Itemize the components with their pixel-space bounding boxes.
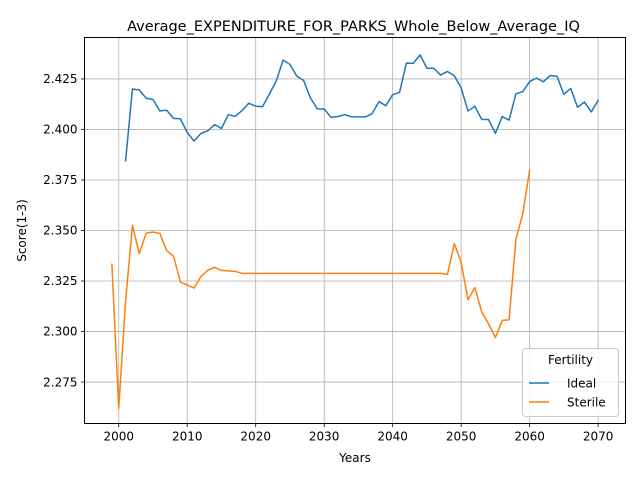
y-tick-label: 2.400 xyxy=(43,123,77,137)
y-tick-label: 2.425 xyxy=(43,72,77,86)
x-tick-label: 2060 xyxy=(514,430,545,444)
plot-series xyxy=(111,54,600,409)
y-tick-label: 2.275 xyxy=(43,375,77,389)
legend: Fertility Ideal Sterile xyxy=(522,348,619,417)
x-tick-label: 2040 xyxy=(377,430,408,444)
y-tick-label: 2.300 xyxy=(43,325,77,339)
y-axis-label: Score(1-3) xyxy=(15,199,29,262)
y-axis-ticks: 2.275 2.300 2.325 2.350 2.375 2.400 2.425 xyxy=(43,72,85,389)
x-tick-label: 2030 xyxy=(309,430,340,444)
y-tick-label: 2.375 xyxy=(43,173,77,187)
x-tick-label: 2070 xyxy=(583,430,614,444)
y-tick-label: 2.350 xyxy=(43,224,77,238)
series-line-ideal xyxy=(124,54,600,162)
x-tick-label: 2020 xyxy=(240,430,271,444)
x-tick-label: 2010 xyxy=(172,430,203,444)
grid-lines xyxy=(84,37,626,424)
x-axis-label: Years xyxy=(338,451,371,465)
legend-title: Fertility xyxy=(548,353,593,367)
x-tick-label: 2000 xyxy=(103,430,134,444)
chart-title: Average_EXPENDITURE_FOR_PARKS_Whole_Belo… xyxy=(127,19,580,35)
y-tick-label: 2.325 xyxy=(43,274,77,288)
legend-label-ideal: Ideal xyxy=(567,377,596,391)
legend-label-sterile: Sterile xyxy=(567,396,606,410)
x-axis-ticks: 2000 2010 2020 2030 2040 2050 2060 2070 xyxy=(103,423,614,444)
x-tick-label: 2050 xyxy=(446,430,477,444)
series-line-sterile xyxy=(111,169,531,409)
legend-box xyxy=(522,348,619,417)
